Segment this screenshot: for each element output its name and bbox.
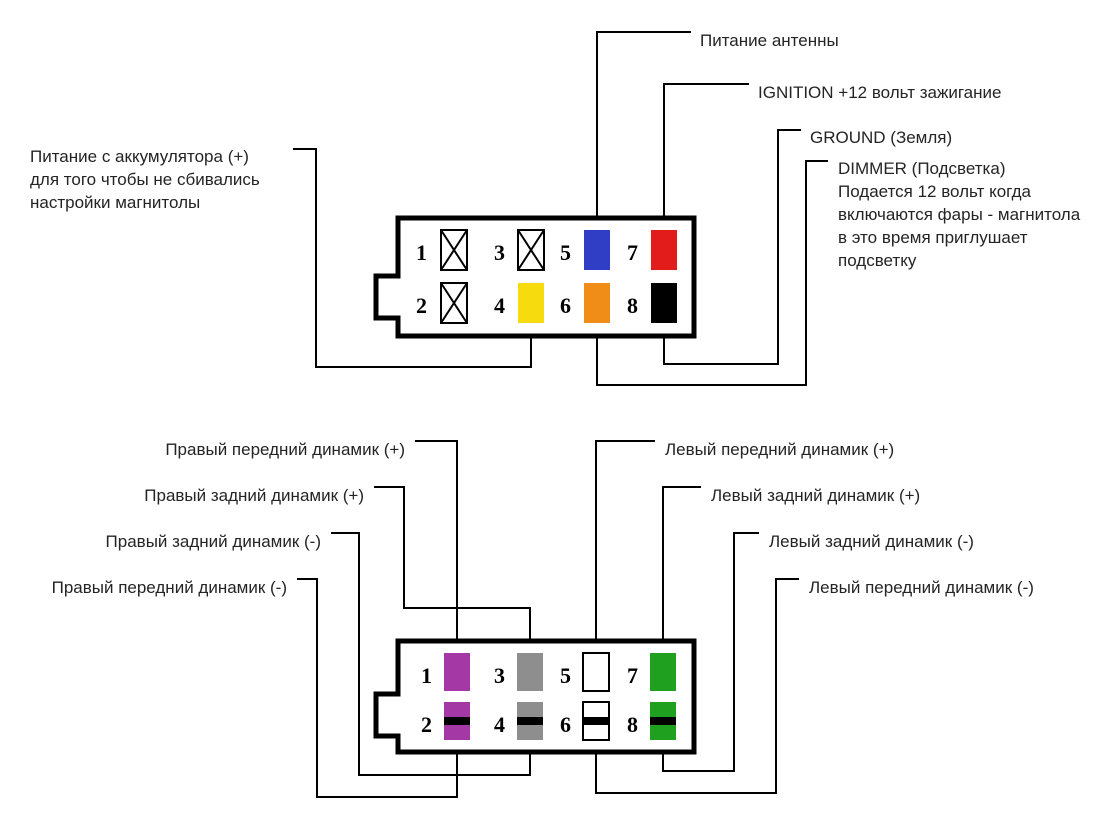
label-speaker-left-pin2: Правый передний динамик (-) bbox=[52, 578, 287, 597]
label-power-pin8: GROUND (Земля) bbox=[810, 128, 952, 147]
speaker-pin-4-number: 4 bbox=[494, 712, 505, 737]
label-power-pin7: IGNITION +12 вольт зажигание bbox=[758, 83, 1001, 102]
label-speaker-left-pin3: Правый задний динамик (+) bbox=[144, 486, 364, 505]
label-speaker-right-pin7: Левый задний динамик (+) bbox=[711, 486, 920, 505]
power-pin-6-number: 6 bbox=[560, 293, 571, 318]
label-power-pin4: Питание с аккумулятора (+) bbox=[30, 147, 249, 166]
power-pin-5-number: 5 bbox=[560, 240, 571, 265]
label-power-pin6: Подается 12 вольт когда bbox=[838, 182, 1032, 201]
power-pin-2-number: 2 bbox=[416, 293, 427, 318]
label-power-pin5: Питание антенны bbox=[700, 31, 839, 50]
label-power-pin4: настройки магнитолы bbox=[30, 193, 200, 212]
label-power-pin6: DIMMER (Подсветка) bbox=[838, 159, 1006, 178]
speaker-pin-7-number: 7 bbox=[627, 663, 638, 688]
label-speaker-right-pin5: Левый передний динамик (+) bbox=[665, 440, 894, 459]
label-power-pin6: подсветку bbox=[838, 251, 917, 270]
speaker-pin-1-number: 1 bbox=[421, 663, 432, 688]
power-pin-8-number: 8 bbox=[627, 293, 638, 318]
speaker-pin-5-number: 5 bbox=[560, 663, 571, 688]
label-speaker-left-pin4: Правый задний динамик (-) bbox=[106, 532, 321, 551]
speaker-pin-6-number: 6 bbox=[560, 712, 571, 737]
speaker-pin-8-number: 8 bbox=[627, 712, 638, 737]
label-power-pin4: для того чтобы не сбивались bbox=[30, 170, 260, 189]
power-pin-1-number: 1 bbox=[416, 240, 427, 265]
label-power-pin6: включаются фары - магнитола bbox=[838, 205, 1081, 224]
power-pin-4-number: 4 bbox=[494, 293, 505, 318]
power-pin-3-number: 3 bbox=[494, 240, 505, 265]
speaker-pin-3-number: 3 bbox=[494, 663, 505, 688]
label-speaker-left-pin1: Правый передний динамик (+) bbox=[165, 440, 405, 459]
label-speaker-right-pin6: Левый передний динамик (-) bbox=[809, 578, 1034, 597]
label-power-pin6: в это время приглушает bbox=[838, 228, 1028, 247]
label-speaker-right-pin8: Левый задний динамик (-) bbox=[769, 532, 974, 551]
speaker-pin-2-number: 2 bbox=[421, 712, 432, 737]
power-pin-7-number: 7 bbox=[627, 240, 638, 265]
